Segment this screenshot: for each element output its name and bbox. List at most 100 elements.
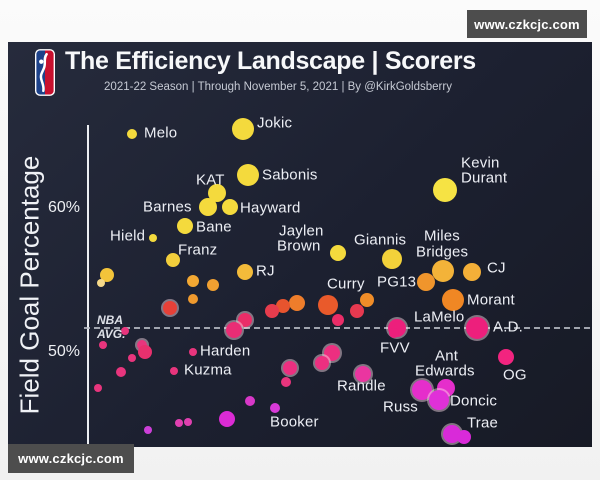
data-point-melo	[127, 129, 137, 139]
data-point	[128, 354, 136, 362]
data-point-giannis	[382, 249, 402, 269]
data-point	[187, 275, 199, 287]
data-point-doncic	[429, 390, 449, 410]
data-point	[245, 396, 255, 406]
player-label: Edwards	[415, 362, 475, 380]
watermark-top: www.czkcjc.com	[467, 10, 587, 38]
data-point	[184, 418, 192, 426]
data-point	[138, 345, 152, 359]
y-tick-60: 60%	[47, 199, 80, 216]
player-label: KAT	[196, 171, 225, 189]
data-point	[332, 314, 344, 326]
player-label: Melo	[144, 124, 178, 142]
data-point-randle	[355, 366, 371, 382]
player-label: Morant	[467, 291, 515, 309]
player-label: OG	[503, 366, 527, 384]
data-point-cj	[463, 263, 481, 281]
data-point-barnes	[199, 198, 217, 216]
player-label: Hield	[110, 227, 146, 245]
data-point	[99, 341, 107, 349]
data-point-fvv	[389, 328, 399, 338]
data-point-kevin-durant	[433, 178, 457, 202]
data-point	[144, 426, 152, 434]
player-label: Russ	[383, 398, 418, 416]
player-label: Ant	[435, 347, 459, 365]
player-label: Harden	[200, 342, 251, 360]
efficiency-landscape-chart: The Efficiency Landscape | Scorers 2021-…	[8, 42, 592, 447]
data-point-trae	[443, 425, 461, 443]
data-point-harden	[189, 348, 197, 356]
data-point-hield	[149, 234, 157, 242]
data-point-jaylen-brown	[330, 245, 346, 261]
player-label: FVV	[380, 339, 410, 357]
player-label: Doncic	[450, 392, 498, 410]
data-point	[188, 294, 198, 304]
data-point-a-d-	[466, 317, 488, 339]
data-point-booker	[270, 403, 280, 413]
player-label: Bridges	[416, 243, 469, 261]
data-point-curry	[318, 295, 338, 315]
data-point	[457, 430, 471, 444]
player-label: Franz	[178, 241, 218, 259]
player-label: Trae	[467, 414, 499, 432]
player-label: Brown	[277, 237, 321, 255]
player-label: Sabonis	[262, 166, 318, 184]
data-point-rj	[237, 264, 253, 280]
player-label: Bane	[196, 218, 232, 236]
data-point-hayward	[222, 199, 238, 215]
player-label: Hayward	[240, 199, 301, 217]
data-point	[315, 356, 329, 370]
player-label: Booker	[270, 413, 319, 431]
data-point-miles-bridges	[432, 260, 454, 282]
player-label: CJ	[487, 259, 506, 277]
y-axis-title: Field Goal Percentage	[14, 155, 45, 415]
player-label: Kuzma	[184, 361, 232, 379]
player-label: RJ	[256, 262, 275, 280]
data-point-franz	[166, 253, 180, 267]
data-point-kuzma	[170, 367, 178, 375]
nba-logo	[35, 49, 55, 96]
y-axis-line	[87, 125, 89, 447]
player-label: Durant	[461, 169, 508, 187]
data-point	[238, 313, 252, 327]
data-point	[121, 327, 129, 335]
player-label: Curry	[327, 275, 365, 293]
data-point	[163, 301, 177, 315]
player-label: Barnes	[143, 198, 192, 216]
data-point	[350, 304, 364, 318]
y-tick-50: 50%	[47, 343, 80, 360]
data-point	[265, 304, 279, 318]
data-point	[175, 419, 183, 427]
watermark-bottom: www.czkcjc.com	[8, 444, 134, 473]
data-point	[207, 279, 219, 291]
data-point	[281, 377, 291, 387]
data-point-pg13	[417, 273, 435, 291]
player-label: Jokic	[257, 114, 293, 132]
data-point	[324, 345, 340, 361]
data-point-morant	[442, 289, 464, 311]
player-label: LaMelo	[414, 308, 465, 326]
data-point	[276, 299, 290, 313]
watermark-bottom-text: www.czkcjc.com	[18, 451, 124, 466]
player-label: Kevin	[461, 154, 500, 172]
chart-subtitle: 2021-22 Season | Through November 5, 202…	[104, 81, 452, 93]
player-label: A.D.	[493, 318, 523, 336]
data-point	[94, 384, 102, 392]
data-point	[226, 322, 242, 338]
data-point	[360, 293, 374, 307]
data-point	[289, 295, 305, 311]
nba-average-dashed-line	[84, 327, 590, 329]
player-label: Giannis	[354, 231, 407, 249]
data-point	[116, 367, 126, 377]
watermark-top-text: www.czkcjc.com	[474, 16, 580, 32]
nba-average-label: AVG.	[97, 327, 126, 341]
data-point-bane	[177, 218, 193, 234]
player-label: Jaylen	[279, 222, 324, 240]
player-label: Randle	[337, 377, 386, 395]
data-point-kat	[208, 184, 226, 202]
player-label: PG13	[377, 273, 417, 291]
data-point-og	[498, 349, 514, 365]
data-point	[97, 279, 105, 287]
data-point-russ	[412, 380, 432, 400]
